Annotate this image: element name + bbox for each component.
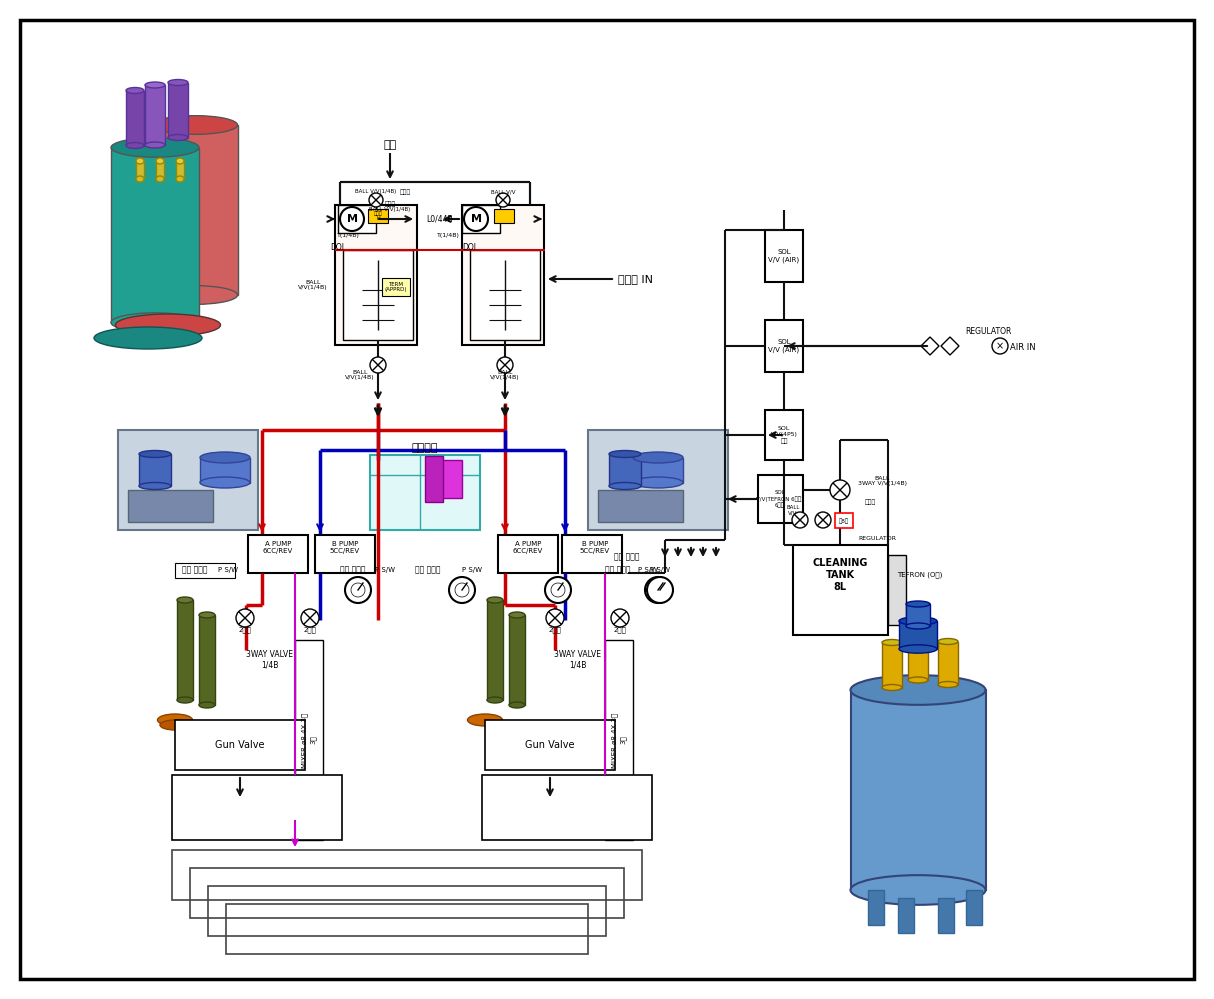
Ellipse shape [126,88,144,94]
Circle shape [830,480,850,500]
Ellipse shape [110,138,199,157]
Ellipse shape [200,477,250,488]
Text: TERM
(APPRD): TERM (APPRD) [385,282,407,293]
Ellipse shape [883,684,902,690]
Bar [110,148,199,323]
Text: 직교로봇: 직교로봇 [412,443,438,453]
Ellipse shape [609,451,641,458]
Text: DOI: DOI [330,244,344,253]
Text: REGULATOR: REGULATOR [858,535,896,540]
Text: 세압레
H: 세압레 H [374,211,382,222]
Bar [793,545,887,635]
Ellipse shape [153,286,238,305]
Ellipse shape [168,135,188,141]
Text: DOI: DOI [463,244,476,253]
Text: T(1/4B): T(1/4B) [336,234,359,239]
Text: 3WAY VALVE
1/4B: 3WAY VALVE 1/4B [555,650,601,669]
Bar [906,604,930,626]
Bar [494,209,514,223]
Ellipse shape [938,681,958,687]
Text: 경화제 IN: 경화제 IN [618,274,653,284]
Circle shape [992,338,1008,354]
Bar [191,868,624,918]
Circle shape [497,357,514,373]
Bar [938,898,954,933]
Bar [335,205,416,345]
Text: 2차서: 2차서 [549,626,561,633]
Text: BALL
3WAY V/V(1/4B): BALL 3WAY V/V(1/4B) [858,476,907,487]
Bar [605,640,632,840]
Ellipse shape [883,639,902,645]
Ellipse shape [153,116,238,134]
Ellipse shape [632,452,683,463]
Text: AIR IN: AIR IN [1010,344,1036,353]
Ellipse shape [900,644,937,653]
Bar [126,91,144,146]
Ellipse shape [509,612,524,618]
Bar [908,640,927,680]
Bar [175,720,305,770]
Ellipse shape [138,451,171,458]
Polygon shape [941,337,959,355]
Circle shape [464,207,488,231]
Bar [138,454,171,486]
Ellipse shape [906,601,930,607]
Ellipse shape [177,597,193,603]
Bar [765,230,802,282]
Ellipse shape [126,143,144,149]
Bar [599,490,683,522]
Bar [144,85,165,145]
Bar [370,455,480,530]
Ellipse shape [609,483,641,490]
Bar [609,454,641,486]
Ellipse shape [176,158,185,164]
Ellipse shape [199,702,215,708]
Bar [176,161,185,179]
Bar [487,600,503,700]
Text: 소B기: 소B기 [839,518,849,523]
Text: M: M [471,214,482,224]
Bar [868,890,884,925]
Text: BALL V/V(1/4B): BALL V/V(1/4B) [356,190,397,195]
Ellipse shape [115,314,221,336]
Text: 압벡 스위치: 압벡 스위치 [340,565,365,574]
Circle shape [340,207,364,231]
Text: SOL
V/V(4P5)
없기: SOL V/V(4P5) 없기 [771,427,798,444]
Circle shape [345,577,371,603]
Text: 3WAY VALVE
1/4B: 3WAY VALVE 1/4B [246,650,294,669]
Bar [463,205,544,345]
Circle shape [551,583,565,597]
Ellipse shape [509,702,524,708]
Bar [136,161,144,179]
Ellipse shape [467,714,503,726]
Text: TEFRON (O링): TEFRON (O링) [897,571,942,578]
Bar [200,458,250,483]
Circle shape [647,577,673,603]
Text: 압벡 스위치: 압벡 스위치 [605,565,630,574]
Bar [314,535,375,573]
Bar [758,475,802,523]
Bar [168,83,188,138]
Bar [177,600,193,700]
Text: BALL
V/V(1/4B): BALL V/V(1/4B) [490,370,520,381]
Bar [883,642,902,687]
Ellipse shape [110,313,199,333]
Bar [938,641,958,684]
Ellipse shape [157,158,164,164]
Bar [199,615,215,705]
Circle shape [236,609,254,627]
Bar [509,615,524,705]
Text: P S/W: P S/W [219,567,238,573]
Ellipse shape [199,612,215,618]
Bar [470,250,540,340]
Bar [966,890,982,925]
Text: BALL
V/V: BALL V/V [787,504,800,515]
Text: BALL
V/V(1/4B): BALL V/V(1/4B) [345,370,375,381]
Text: CLEANING
TANK
8L: CLEANING TANK 8L [812,558,868,591]
Text: P S/W: P S/W [649,567,670,573]
Ellipse shape [938,638,958,644]
Bar [765,320,802,372]
Text: 2차서: 2차서 [613,626,626,633]
Ellipse shape [487,697,503,703]
Ellipse shape [900,616,937,625]
